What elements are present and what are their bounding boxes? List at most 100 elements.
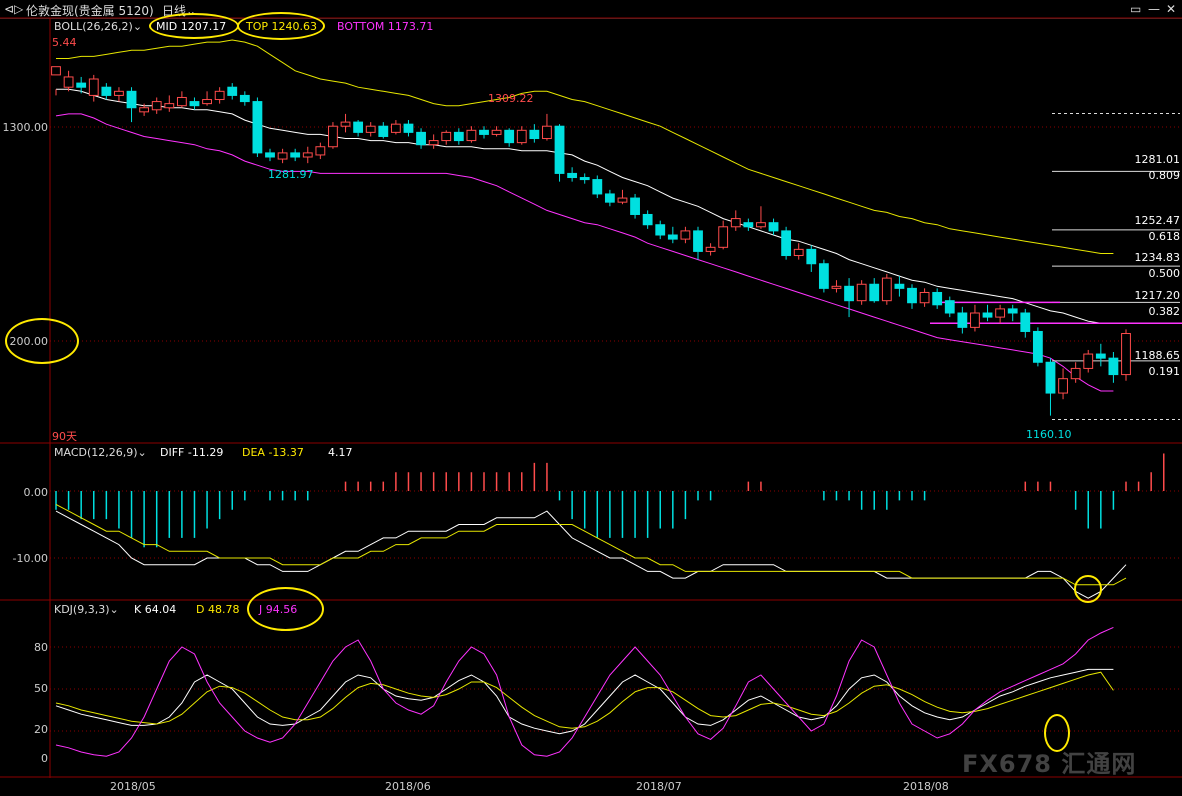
fib-ratio-0382: 0.382 (1148, 305, 1181, 318)
highlight-macd-cross (1074, 575, 1102, 603)
candle (793, 248, 804, 257)
candle (491, 129, 502, 135)
chevron-down-icon: ⌄ (186, 4, 197, 18)
candle (1121, 333, 1131, 376)
candle (504, 129, 515, 144)
candle (630, 197, 640, 215)
candle (604, 193, 615, 203)
candle (151, 101, 162, 111)
candle (1108, 357, 1119, 376)
candle (1032, 330, 1043, 363)
candle (617, 197, 628, 203)
x-label-aug: 2018/08 (903, 780, 949, 793)
x-label-jul: 2018/07 (636, 780, 682, 793)
fib-price-0809: 1281.01 (1134, 153, 1181, 166)
fib-ratio-0191: 0.191 (1148, 365, 1181, 378)
candle (202, 99, 212, 105)
macd-tick-neg10: -10.00 (12, 552, 48, 565)
kdj-k-line (55, 668, 1114, 735)
candle (970, 312, 980, 328)
candle (579, 177, 590, 181)
candle (441, 131, 452, 142)
candle (265, 152, 275, 158)
kdj-tick-0: 0 (41, 752, 48, 765)
watermark: FX678 汇通网 (962, 750, 1137, 778)
candle (1020, 312, 1031, 332)
close-icon[interactable]: ✕ (1166, 2, 1177, 16)
candle (390, 123, 401, 133)
candle (642, 213, 653, 226)
fib-price-0500: 1234.83 (1134, 251, 1181, 264)
candle (592, 179, 603, 195)
x-label-jun: 2018/06 (385, 780, 431, 793)
candle (101, 86, 112, 96)
kdj-label-text: KDJ(9,3,3) (54, 603, 110, 616)
kdj-k-value: K 64.04 (134, 603, 177, 616)
boll-top-line (56, 39, 1114, 254)
candle (277, 152, 288, 160)
fib-price-0382: 1217.20 (1134, 289, 1181, 302)
chevron-down-icon: ⌄ (137, 446, 147, 459)
fib-price-0191: 1188.65 (1134, 349, 1181, 362)
candle (881, 277, 892, 302)
boll-bottom-line (55, 113, 1114, 392)
candle (63, 76, 74, 88)
boll-bottom-value: BOTTOM 1173.71 (337, 20, 434, 33)
candle (768, 222, 779, 232)
candle (693, 230, 703, 252)
minimize-icon[interactable]: — (1148, 2, 1160, 16)
kdj-d-value: D 48.78 (196, 603, 240, 616)
candle (453, 131, 464, 142)
candle (51, 66, 61, 76)
chevron-down-icon: ⌄ (132, 20, 143, 33)
candle (88, 78, 99, 96)
back-icon[interactable]: ⊲▷ (4, 2, 24, 16)
candle (756, 222, 766, 228)
candle (554, 125, 565, 174)
boll-corner-value: 5.44 (52, 36, 77, 49)
candle (315, 146, 326, 156)
kdj-tick-50: 50 (34, 682, 48, 695)
candle (1007, 308, 1018, 314)
candle (139, 107, 150, 113)
restore-icon[interactable]: ▭ (1130, 2, 1142, 16)
candle (667, 234, 678, 240)
candle (164, 103, 175, 109)
candle (718, 226, 729, 248)
candle (844, 285, 854, 302)
candle (944, 300, 955, 314)
candle (894, 283, 905, 289)
candle (416, 131, 426, 146)
chevron-down-icon: ⌄ (109, 603, 119, 616)
candle (479, 129, 489, 135)
candle (781, 230, 792, 257)
candle (340, 121, 351, 127)
candle (227, 86, 238, 96)
candle (869, 283, 880, 302)
candle (529, 129, 540, 140)
boll-indicator-label[interactable]: BOLL(26,26,2)⌄ (54, 20, 142, 33)
instrument-title: 伦敦金现(贵金属 5120) (26, 4, 154, 18)
candle (403, 123, 414, 133)
candle (466, 129, 477, 142)
candle (655, 224, 666, 236)
fib-ratio-0500: 0.500 (1148, 267, 1181, 280)
candle (114, 90, 124, 96)
candle (239, 94, 250, 103)
macd-value: 4.17 (328, 446, 353, 459)
candle (516, 129, 527, 144)
candle (328, 125, 338, 148)
candle (680, 230, 691, 240)
macd-indicator-label[interactable]: MACD(12,26,9)⌄ (54, 446, 147, 459)
kdj-tick-80: 80 (34, 641, 48, 654)
highlight-mid (149, 13, 239, 39)
candle (705, 246, 716, 252)
candle (806, 248, 817, 265)
kdj-tick-20: 20 (34, 723, 48, 736)
price-tick-1300: 1300.00 (2, 121, 49, 134)
kdj-d-line (55, 671, 1114, 729)
boll-label-text: BOLL(26,26,2) (54, 20, 133, 33)
kdj-indicator-label[interactable]: KDJ(9,3,3)⌄ (54, 603, 119, 616)
macd-diff-value: DIFF -11.29 (160, 446, 224, 459)
